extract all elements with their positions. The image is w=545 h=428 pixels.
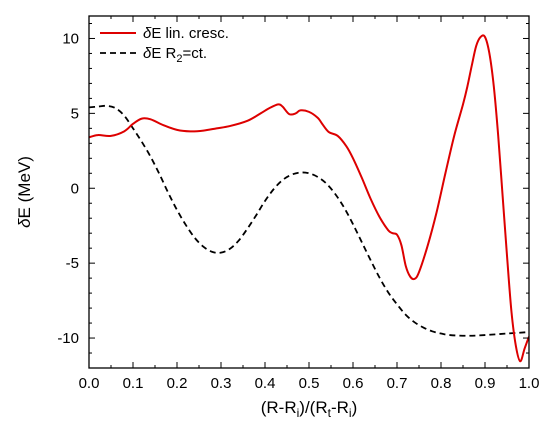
y-tick-label: 0 xyxy=(71,180,79,197)
series-line-r2-ct xyxy=(89,104,529,337)
y-tick-label: 10 xyxy=(62,30,79,47)
y-axis-label: δE (MeV) xyxy=(15,156,34,228)
y-tick-label: -10 xyxy=(57,330,79,347)
x-tick-label: 0.6 xyxy=(343,375,364,392)
x-tick-label: 0.2 xyxy=(167,375,188,392)
x-tick-label: 0.9 xyxy=(475,375,496,392)
plot-frame xyxy=(88,15,530,369)
x-tick-label: 0.7 xyxy=(387,375,408,392)
legend-label-lin-cresc: δE lin. cresc. xyxy=(143,25,229,42)
legend: δE lin. cresc. δE R2=ct. xyxy=(100,25,229,65)
x-tick-label: 0.1 xyxy=(123,375,144,392)
y-tick-label: 5 xyxy=(71,105,79,122)
axis-ticks xyxy=(88,16,530,369)
x-tick-label: 0.0 xyxy=(79,375,100,392)
x-tick-label: 0.4 xyxy=(255,375,276,392)
plot-area xyxy=(89,34,529,363)
y-tick-label: -5 xyxy=(66,255,79,272)
tick-labels: 0.0 0.1 0.2 0.3 0.4 0.5 0.6 0.7 0.8 0.9 1.0 -10 -5 0 5… xyxy=(57,30,539,392)
x-tick-label: 0.5 xyxy=(299,375,320,392)
x-tick-label: 0.3 xyxy=(211,375,232,392)
series-line-lin-cresc xyxy=(89,34,529,363)
x-axis-label: (R-Ri)/(Rt-Ri) xyxy=(261,398,358,420)
x-tick-label: 0.8 xyxy=(431,375,452,392)
legend-label-r2-ct: δE R2=ct. xyxy=(143,45,207,65)
x-tick-label: 1.0 xyxy=(519,375,540,392)
